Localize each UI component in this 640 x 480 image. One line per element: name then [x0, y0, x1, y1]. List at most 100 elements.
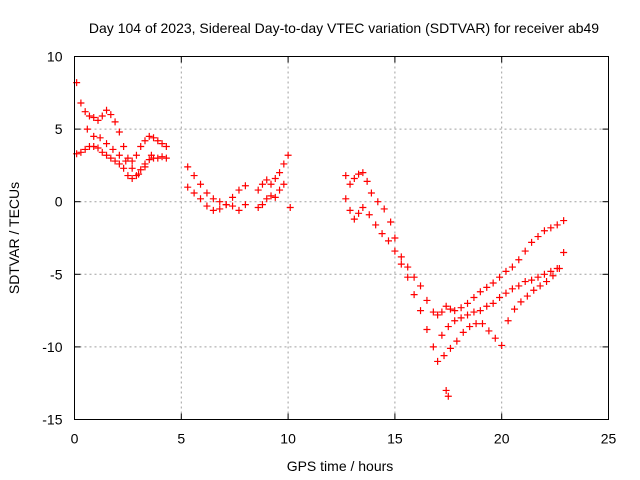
data-point [241, 201, 249, 209]
series-segment-2-lower [184, 183, 249, 214]
data-point [203, 189, 211, 197]
data-point [440, 352, 448, 360]
data-point [190, 172, 198, 180]
data-point [135, 170, 143, 178]
data-point [184, 163, 192, 171]
data-point [241, 182, 249, 190]
data-point [128, 157, 136, 165]
data-point [404, 273, 412, 281]
data-point [457, 304, 465, 312]
data-point [267, 180, 275, 188]
data-point [120, 164, 128, 172]
data-point [515, 282, 523, 290]
data-point [90, 143, 98, 151]
y-axis-label: SDTVAR / TECUs [6, 182, 22, 294]
data-point [120, 143, 128, 151]
data-point [355, 209, 363, 217]
data-point [115, 151, 123, 159]
data-point [128, 174, 136, 182]
data-point [103, 151, 111, 159]
data-point [286, 204, 294, 212]
data-point [85, 112, 93, 120]
series-segment-1-upper [73, 79, 170, 165]
data-point [115, 160, 123, 168]
data-point [374, 198, 382, 206]
data-point [483, 283, 491, 291]
data-point [442, 386, 450, 394]
data-point [528, 276, 536, 284]
data-point [276, 186, 284, 194]
data-point [209, 195, 217, 203]
y-tick-label: 5 [55, 121, 63, 137]
data-point [235, 206, 243, 214]
data-point [528, 238, 536, 246]
x-tick-label: 20 [494, 431, 510, 447]
data-point [459, 328, 467, 336]
data-point [491, 334, 499, 342]
data-point [132, 151, 140, 159]
data-point [94, 116, 102, 124]
series-segment-4-upper [342, 169, 568, 319]
data-point [98, 148, 106, 156]
data-point [517, 298, 525, 306]
data-point [158, 153, 166, 161]
data-point [115, 128, 123, 136]
data-point [472, 320, 480, 328]
y-tick-label: -5 [50, 266, 63, 282]
data-point [464, 299, 472, 307]
data-point [453, 337, 461, 345]
data-point [81, 145, 89, 153]
data-point [534, 273, 542, 281]
data-point [423, 296, 431, 304]
data-point [489, 299, 497, 307]
data-point [103, 140, 111, 148]
data-point [203, 202, 211, 210]
data-point [109, 145, 117, 153]
data-point [197, 195, 205, 203]
data-point [417, 282, 425, 290]
x-tick-label: 15 [387, 431, 403, 447]
data-point [508, 285, 516, 293]
data-point [540, 270, 548, 278]
data-point [77, 99, 85, 107]
data-point [81, 108, 89, 116]
data-point [222, 201, 230, 209]
series-segment-1-middle [83, 125, 155, 178]
data-point [444, 392, 452, 400]
data-point [98, 112, 106, 120]
data-point [543, 278, 551, 286]
series-segment-1-lower [73, 143, 170, 182]
data-point [128, 164, 136, 172]
data-point [216, 198, 224, 206]
data-point [429, 308, 437, 316]
data-point [378, 230, 386, 238]
data-point [380, 205, 388, 213]
data-point [404, 263, 412, 271]
x-tick-label: 0 [71, 431, 79, 447]
data-point [162, 143, 170, 151]
data-point [190, 189, 198, 197]
data-point [502, 289, 510, 297]
data-point [365, 211, 373, 219]
series-segment-3-upper [254, 151, 292, 194]
data-point [485, 327, 493, 335]
series-segment-3-lower [254, 180, 294, 212]
data-point [478, 320, 486, 328]
data-point [498, 341, 506, 349]
data-point [90, 113, 98, 121]
data-point [254, 204, 262, 212]
data-point [504, 317, 512, 325]
data-point [77, 148, 85, 156]
data-point [536, 282, 544, 290]
data-point [423, 325, 431, 333]
data-point [391, 234, 399, 242]
data-point [521, 278, 529, 286]
data-point [560, 249, 568, 257]
data-point [438, 308, 446, 316]
data-point [124, 172, 132, 180]
data-point [547, 224, 555, 232]
data-points [73, 79, 568, 400]
data-point [137, 166, 145, 174]
data-point [145, 132, 153, 140]
